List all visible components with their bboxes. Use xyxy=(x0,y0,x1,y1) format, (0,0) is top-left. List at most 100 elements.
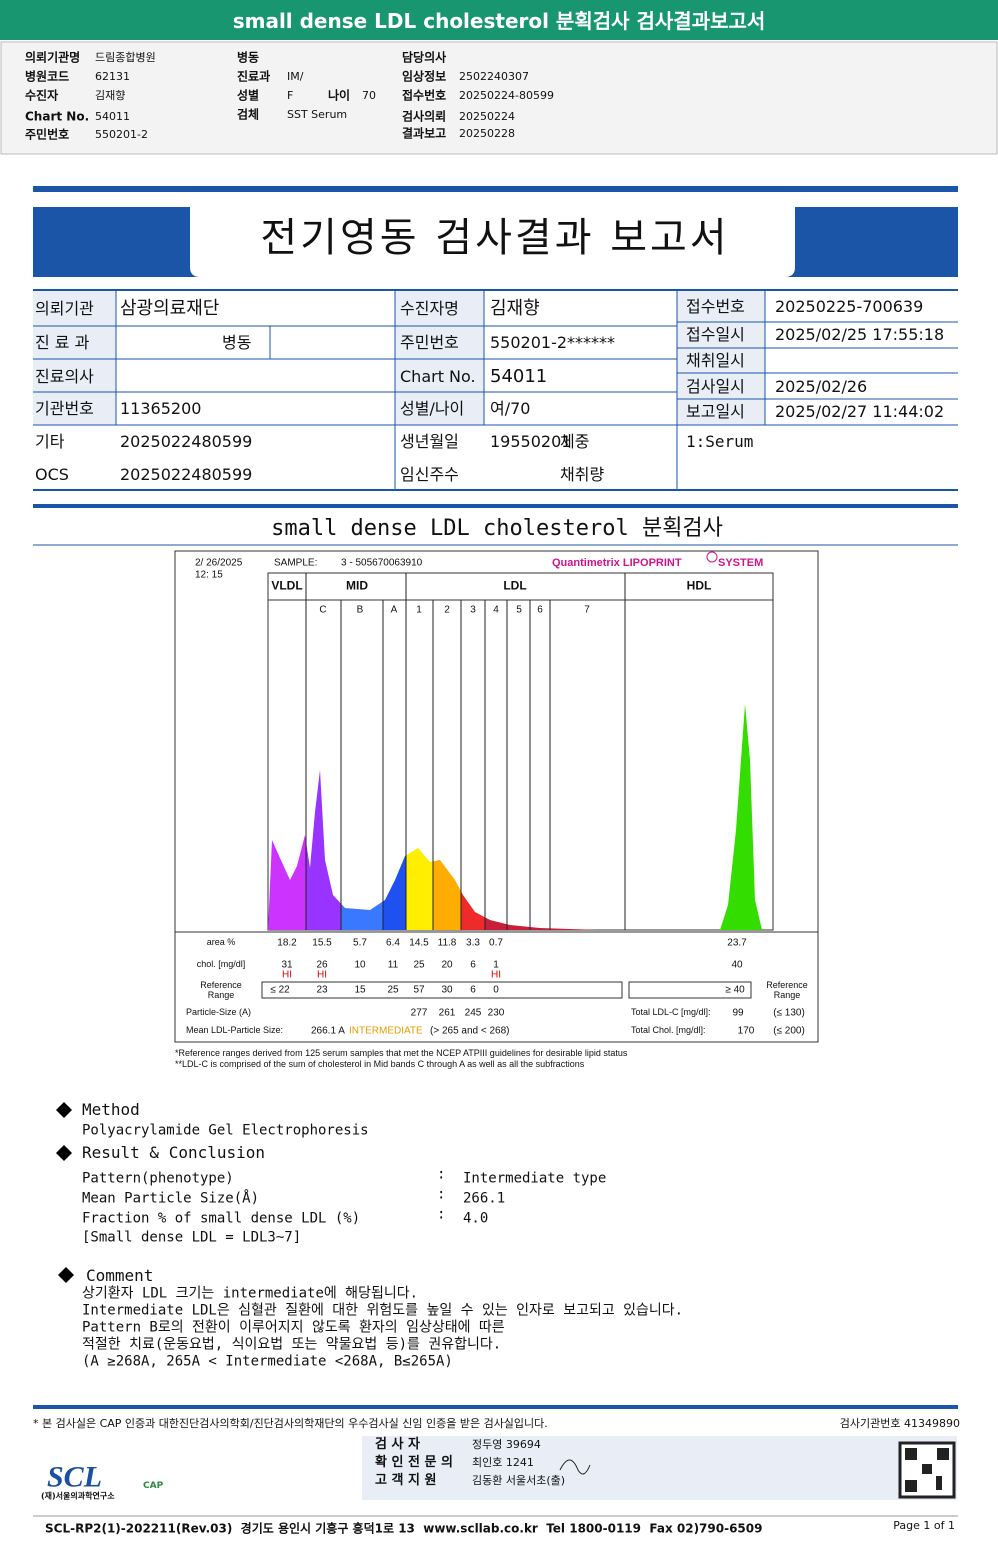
flag: HI xyxy=(282,969,292,981)
info-label: 검사의뢰 xyxy=(402,109,447,124)
ref-value: 30 xyxy=(441,984,453,996)
band-label: 7 xyxy=(584,604,590,616)
info-label: 결과보고 xyxy=(402,126,447,141)
address: SCL-RP2(1)-202211(Rev.03) 경기도 용인시 기흥구 흥덕… xyxy=(45,1521,763,1536)
info-label: 주민번호 xyxy=(25,127,70,142)
table-value: 1:Serum xyxy=(686,432,754,452)
mean-class: INTERMEDIATE xyxy=(349,1025,423,1037)
table-label: 임신주수 xyxy=(400,465,459,485)
comment-line: 적절한 치료(운동요법, 식이요법 또는 약물요법 등)를 권유합니다. xyxy=(82,1336,502,1353)
row-label: Mean LDL-Particle Size: xyxy=(186,1025,284,1036)
result-label: Fraction % of small dense LDL (%) xyxy=(82,1210,361,1227)
table-label: 수진자명 xyxy=(400,299,459,319)
info-label: 병동 xyxy=(237,50,260,65)
info-label: 의뢰기관명 xyxy=(25,50,81,65)
certification: * 본 검사실은 CAP 인증과 대한진단검사의학회/진단검사의학재단의 우수검… xyxy=(33,1416,548,1430)
page-number: Page 1 of 1 xyxy=(893,1518,955,1532)
staff-role: 고 객 지 원 xyxy=(375,1472,437,1488)
table-value: 2025022480599 xyxy=(120,432,253,452)
ref-value: ≤ 22 xyxy=(270,984,290,996)
table-value: 여/70 xyxy=(490,399,531,419)
table-label: 체중 xyxy=(560,432,590,452)
table-label: 접수번호 xyxy=(686,297,745,317)
info-value: 20250224-80599 xyxy=(459,88,554,102)
staff-name: 김동환 서울서초(출) xyxy=(472,1473,566,1487)
band-label: A xyxy=(390,604,398,616)
staff-box xyxy=(362,1436,957,1500)
table-value: 2025/02/27 11:44:02 xyxy=(775,402,945,422)
info-value: 20250224 xyxy=(459,109,515,123)
band-label: 5 xyxy=(516,604,522,616)
chart-title: small dense LDL cholesterol 분획검사 xyxy=(271,515,723,541)
ref-label: Reference Range xyxy=(766,980,808,1000)
band-label: 4 xyxy=(493,604,499,616)
chol-value: 40 xyxy=(731,959,743,971)
heading: Method xyxy=(82,1100,140,1120)
area-value: 3.3 xyxy=(466,937,480,949)
lipoprint-frame xyxy=(174,550,819,1043)
ref-box xyxy=(628,981,752,999)
chol-value: 1 xyxy=(493,959,499,971)
table-label: 진 료 과 xyxy=(35,333,90,353)
band-label: 3 xyxy=(470,604,476,616)
table-label: 주민번호 xyxy=(400,333,459,353)
note: *Reference ranges derived from 125 serum… xyxy=(175,1048,628,1059)
table-label: 보고일시 xyxy=(686,402,745,422)
tc-label: Total Chol. [mg/dl]: xyxy=(631,1025,706,1036)
ldl-ref: (≤ 130) xyxy=(773,1007,805,1019)
area-value: 5.7 xyxy=(353,937,367,949)
table-value: 19550201 xyxy=(490,432,572,452)
table-value: 김재향 xyxy=(490,298,540,320)
size-value: 230 xyxy=(487,1007,505,1019)
table-value: 54011 xyxy=(490,366,548,388)
info-value: SST Serum xyxy=(287,107,348,121)
chol-value: 11 xyxy=(387,959,399,971)
comment-line: Pattern B로의 전환이 이루어지지 않도록 환자의 임상상태에 따른 xyxy=(82,1319,505,1336)
table-label: 생년월일 xyxy=(400,432,459,452)
comment-line: 상기환자 LDL 크기는 intermediate에 해당됩니다. xyxy=(82,1285,419,1302)
chol-value: 6 xyxy=(470,959,476,971)
ref-value: ≥ 40 xyxy=(725,984,745,996)
result-value: 4.0 xyxy=(463,1210,489,1227)
info-label: 검체 xyxy=(237,107,260,122)
heading: Result & Conclusion xyxy=(82,1143,266,1163)
table-value: 550201-2****** xyxy=(490,333,616,353)
table-label: OCS xyxy=(35,465,69,485)
ref-value: 15 xyxy=(354,984,366,996)
info-value: 54011 xyxy=(95,109,130,123)
info-value: IM/ xyxy=(287,69,304,83)
mean-size: 266.1 A xyxy=(311,1025,345,1037)
table-label: 채취일시 xyxy=(686,351,745,371)
tc-ref: (≤ 200) xyxy=(773,1025,805,1037)
table-label: 기관번호 xyxy=(35,399,94,419)
logo-subtitle: (재)서울의과학연구소 xyxy=(41,1491,115,1501)
table-value: 삼광의료재단 xyxy=(120,298,220,320)
info-value: 70 xyxy=(362,88,376,102)
size-value: 277 xyxy=(410,1007,428,1019)
area-value: 15.5 xyxy=(312,937,332,949)
row-label: area % xyxy=(206,937,236,948)
info-label: 담당의사 xyxy=(402,50,447,65)
signature xyxy=(559,1459,591,1475)
ref-value: 6 xyxy=(470,984,476,996)
qr xyxy=(898,1441,956,1499)
info-label: 성별 xyxy=(237,88,260,103)
sample-label: SAMPLE: xyxy=(274,557,318,569)
band-lines xyxy=(305,573,626,930)
heading: Comment xyxy=(86,1266,154,1286)
staff-role: 확 인 전 문 의 xyxy=(375,1454,453,1470)
area-value: 23.7 xyxy=(727,937,747,949)
info-value: 김재향 xyxy=(95,88,126,102)
ldl-label: Total LDL-C [mg/dl]: xyxy=(631,1007,711,1018)
rule xyxy=(33,186,958,192)
label-cells xyxy=(33,290,765,425)
band-label: 2 xyxy=(444,604,450,616)
table-label: 성별/나이 xyxy=(400,399,465,419)
ref-value: 0 xyxy=(493,984,499,996)
chol-value: 20 xyxy=(441,959,453,971)
flag: HI xyxy=(317,969,327,981)
table-label: 검사일시 xyxy=(686,377,745,397)
